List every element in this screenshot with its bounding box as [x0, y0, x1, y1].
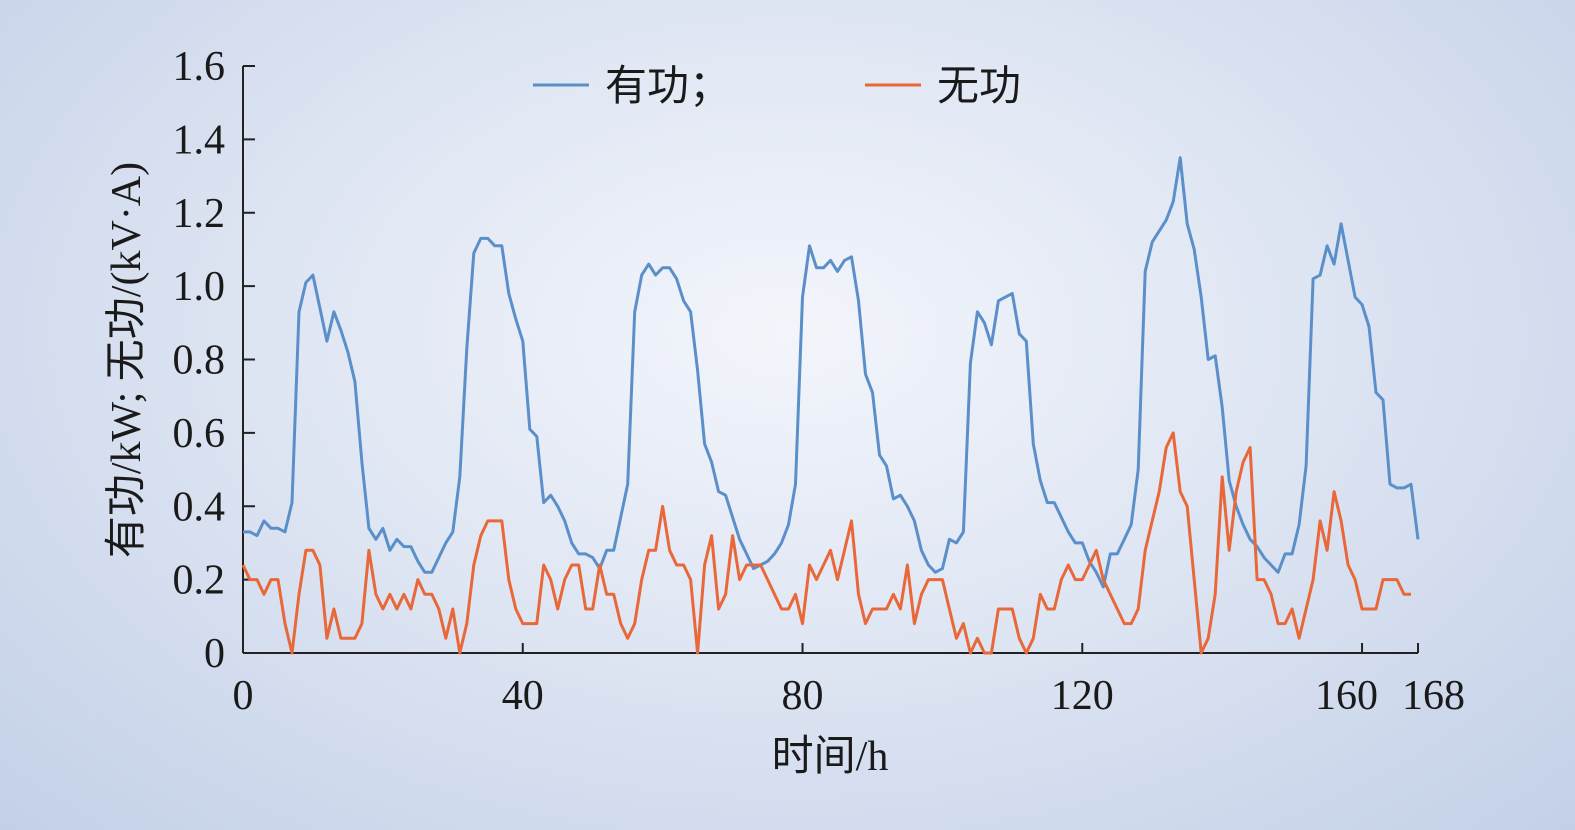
- y-axis-title: 有功/kW; 无功/(kV·A): [104, 162, 150, 558]
- y-tick-label: 0.8: [173, 338, 226, 384]
- series-line: [243, 156, 1420, 589]
- y-tick-label: 0.2: [173, 558, 226, 604]
- y-tick-label: 1.6: [173, 44, 226, 90]
- x-tick-label: 120: [1051, 673, 1114, 719]
- y-tick-label: 0.6: [173, 411, 226, 457]
- legend-label: 有功；: [605, 64, 731, 110]
- x-tick-label: 168: [1402, 673, 1465, 719]
- series-line: [241, 431, 1411, 655]
- y-tick-label: 0: [204, 631, 225, 677]
- legend-label: 无功: [937, 64, 1021, 110]
- y-tick-label: 1.0: [173, 264, 226, 310]
- x-axis-title: 时间/h: [772, 734, 889, 780]
- x-tick-label: 80: [782, 673, 824, 719]
- x-tick-label: 40: [502, 673, 544, 719]
- x-tick-label: 160: [1315, 673, 1378, 719]
- x-tick-label: 0: [233, 673, 254, 719]
- y-tick-label: 1.2: [173, 191, 226, 237]
- y-tick-label: 1.4: [173, 117, 226, 163]
- y-tick-label: 0.4: [173, 484, 226, 530]
